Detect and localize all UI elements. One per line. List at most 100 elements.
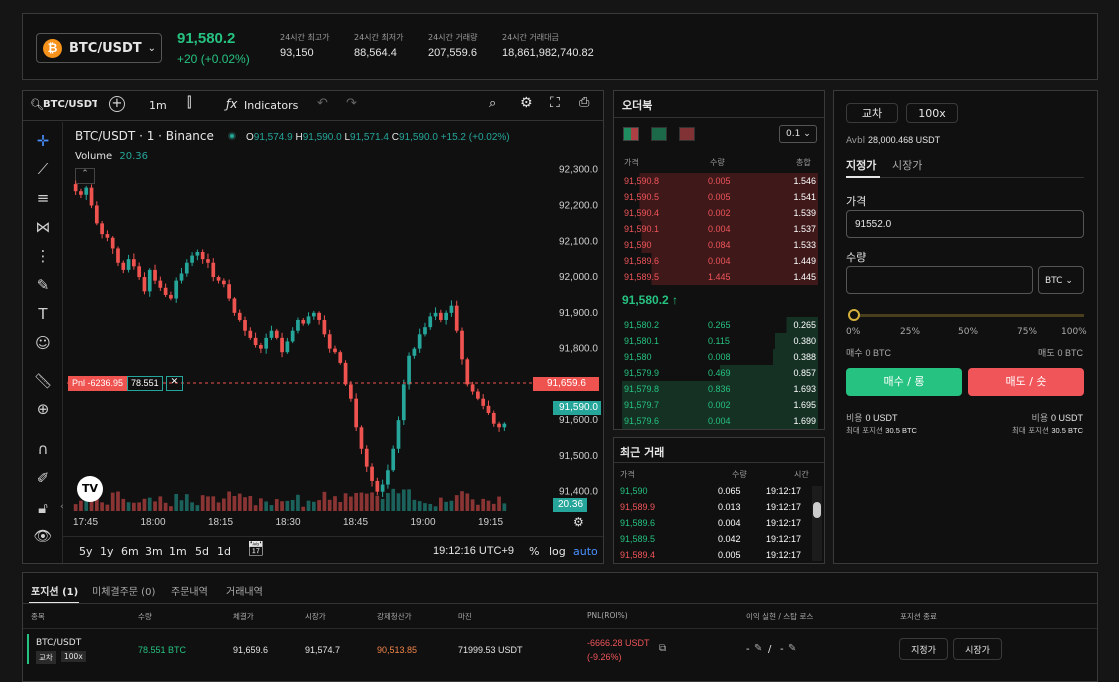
toolbar-symbol[interactable]: BTC/USDT <box>43 99 97 110</box>
range-1y[interactable]: 1y <box>100 545 114 558</box>
interval-button[interactable]: 1m <box>149 99 167 112</box>
ruler-icon[interactable]: 📏︎ <box>33 372 53 390</box>
pnl-tag[interactable]: Pnl -6236.95 78.551 ✕ <box>68 376 184 391</box>
clock-time[interactable]: 19:12:16 UTC+9 <box>433 545 515 557</box>
close-limit-button[interactable]: 지정가 <box>899 638 948 660</box>
camera-icon[interactable]: ⎙ <box>579 95 590 110</box>
mark-50[interactable]: 50% <box>958 327 979 337</box>
trades-scrollbar[interactable] <box>812 486 822 561</box>
brush-icon[interactable]: ✎ <box>36 276 50 294</box>
collapse-legend-icon[interactable]: ⌃ <box>75 168 95 184</box>
fullscreen-icon[interactable]: ⛶ <box>550 95 560 111</box>
crosshair-icon[interactable]: ✛ <box>36 132 50 150</box>
tradingview-logo[interactable]: TV <box>77 476 103 502</box>
text-icon[interactable]: T <box>38 305 48 323</box>
share-icon[interactable]: ⧉ <box>659 643 667 654</box>
mark-0[interactable]: 0% <box>846 327 861 337</box>
trade-qty: 0.065 <box>718 486 741 496</box>
auto-toggle[interactable]: auto <box>573 545 598 558</box>
emoji-icon[interactable]: ☺ <box>35 334 51 352</box>
tab-order-history[interactable]: 주문내역 <box>171 587 208 598</box>
ask-row[interactable]: 91,590.5 0.005 1.541 <box>622 189 818 205</box>
bid-row[interactable]: 91,580.2 0.265 0.265 <box>622 317 818 333</box>
candle <box>460 330 464 360</box>
ask-row[interactable]: 91,589.6 0.004 1.449 <box>622 253 818 269</box>
candle-type-icon[interactable]: ⫿ <box>187 95 192 111</box>
horizontal-lines-icon[interactable]: ≡ <box>36 189 50 207</box>
indicators-button[interactable]: Indicators <box>244 99 299 112</box>
range-3m[interactable]: 3m <box>145 545 163 558</box>
range-1m[interactable]: 1m <box>169 545 187 558</box>
range-1d[interactable]: 1d <box>217 545 231 558</box>
range-6m[interactable]: 6m <box>121 545 139 558</box>
fib-icon[interactable]: ⋮ <box>35 247 51 265</box>
ohlc-readout: O91,574.9 H91,590.0 L91,571.4 C91,590.0 … <box>246 132 510 143</box>
qty-input[interactable] <box>846 266 1033 294</box>
precision-select[interactable]: 0.1 ⌄ <box>779 125 817 143</box>
pattern-icon[interactable]: ⋈ <box>35 218 51 236</box>
stat-label: 24시간 거래대금 <box>502 33 559 42</box>
ask-row[interactable]: 91,589.5 1.445 1.445 <box>622 269 818 285</box>
amount-slider[interactable] <box>848 309 1084 321</box>
ask-qty: 0.005 <box>708 176 731 186</box>
tab-market[interactable]: 시장가 <box>892 159 923 172</box>
candle <box>454 305 459 331</box>
ask-row[interactable]: 91,590.4 0.002 1.539 <box>622 205 818 221</box>
settings-icon[interactable]: ⚙ <box>520 95 533 111</box>
quick-search-icon[interactable]: ⌕ <box>489 96 497 111</box>
scale-settings-icon[interactable]: ⚙ <box>573 515 584 529</box>
price-input[interactable]: 91552.0 <box>846 210 1084 238</box>
zoom-in-icon[interactable]: ⊕ <box>36 400 50 418</box>
unit-select[interactable]: BTC ⌄ <box>1038 266 1084 294</box>
edit-tp-icon[interactable]: ✎ <box>754 643 763 654</box>
sell-short-button[interactable]: 매도 / 숏 <box>968 368 1084 396</box>
bid-row[interactable]: 91,579.6 0.004 1.699 <box>622 413 818 429</box>
bid-row[interactable]: 91,580.1 0.115 0.380 <box>622 333 818 349</box>
undo-icon[interactable]: ↶ <box>317 96 328 111</box>
collapse-handle-icon[interactable]: ‹ <box>60 502 64 512</box>
position-symbol[interactable]: BTC/USDT <box>36 638 82 648</box>
ask-row[interactable]: 91,590 0.084 1.533 <box>622 237 818 253</box>
trend-line-icon[interactable]: ⟋ <box>37 160 49 178</box>
mark-75[interactable]: 75% <box>1017 327 1038 337</box>
fx-icon[interactable]: ƒx <box>226 97 238 111</box>
view-asks-icon[interactable] <box>679 127 695 141</box>
percent-toggle[interactable]: % <box>529 545 540 558</box>
lock-icon[interactable]: 🔓︎ <box>38 499 48 517</box>
lock-drawing-icon[interactable]: ✐ <box>36 469 50 487</box>
date-range-icon[interactable]: 📅︎ <box>247 541 265 557</box>
bid-row[interactable]: 91,579.8 0.836 1.693 <box>622 381 818 397</box>
tab-positions[interactable]: 포지션 (1) <box>31 587 79 598</box>
tab-limit[interactable]: 지정가 <box>846 159 877 172</box>
magnet-icon[interactable]: ∩ <box>37 440 49 458</box>
range-5y[interactable]: 5y <box>79 545 93 558</box>
margin-mode-button[interactable]: 교차 <box>846 103 898 123</box>
add-compare-icon[interactable]: + <box>109 96 125 112</box>
volume-bar <box>153 501 157 511</box>
ask-row[interactable]: 91,590.8 0.005 1.546 <box>622 173 818 189</box>
ask-row[interactable]: 91,590.1 0.004 1.537 <box>622 221 818 237</box>
close-icon[interactable]: ✕ <box>165 376 184 391</box>
view-bids-icon[interactable] <box>651 127 667 141</box>
current-price-badge: 91,590.0 <box>553 401 601 415</box>
close-market-button[interactable]: 시장가 <box>953 638 1002 660</box>
bid-row[interactable]: 91,579.7 0.002 1.695 <box>622 397 818 413</box>
symbol-selector[interactable]: ₿ BTC/USDT ⌄ <box>36 33 162 63</box>
tab-trade-history[interactable]: 거래내역 <box>226 587 263 598</box>
bid-row[interactable]: 91,579.9 0.469 0.857 <box>622 365 818 381</box>
eye-icon[interactable]: 👁︎ <box>33 527 53 545</box>
search-icon[interactable]: 🔍︎ <box>30 98 44 111</box>
buy-long-button[interactable]: 매수 / 롱 <box>846 368 962 396</box>
redo-icon[interactable]: ↷ <box>346 96 357 111</box>
leverage-button[interactable]: 100x <box>906 103 958 123</box>
view-both-icon[interactable] <box>623 127 639 141</box>
mark-100[interactable]: 100% <box>1061 327 1087 337</box>
orderbook-title: 오더북 <box>622 99 653 112</box>
bid-row[interactable]: 91,580 0.008 0.388 <box>622 349 818 365</box>
tab-open-orders[interactable]: 미체결주문 (0) <box>92 587 156 598</box>
volume-bar <box>285 500 290 511</box>
log-toggle[interactable]: log <box>549 545 566 558</box>
range-5d[interactable]: 5d <box>195 545 209 558</box>
mark-25[interactable]: 25% <box>900 327 921 337</box>
edit-sl-icon[interactable]: ✎ <box>788 643 797 654</box>
